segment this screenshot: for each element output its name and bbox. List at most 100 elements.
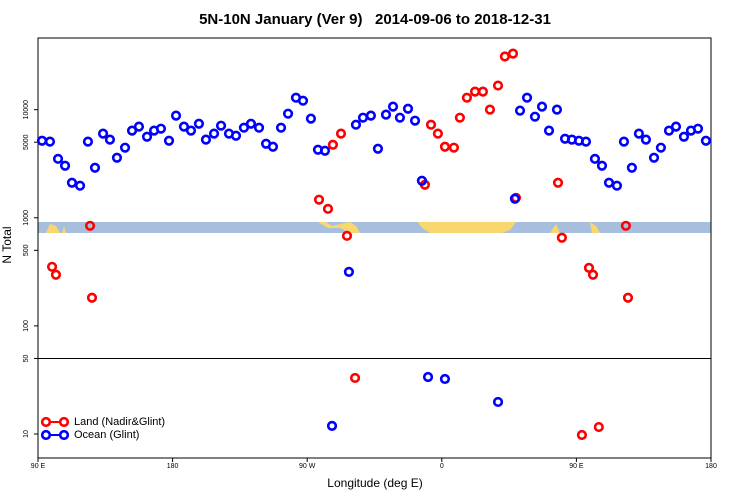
point [365, 110, 377, 121]
point [322, 203, 334, 214]
point [416, 175, 428, 186]
point [380, 109, 392, 120]
x-tick-label: 180 [167, 463, 179, 470]
point [439, 373, 451, 385]
legend-marker [40, 429, 52, 441]
point [275, 122, 287, 133]
y-tick-label: 500 [23, 244, 30, 256]
point [580, 136, 592, 147]
point [343, 266, 355, 277]
point [648, 152, 660, 163]
point [484, 104, 496, 115]
point [327, 139, 339, 150]
x-tick-label: 0 [440, 463, 444, 470]
y-tick-label: 50 [23, 354, 30, 362]
point [514, 105, 526, 116]
point [59, 160, 71, 171]
plot-frame [37, 37, 712, 459]
point [587, 269, 599, 280]
point [611, 180, 623, 191]
legend-label: Ocean (Glint) [74, 429, 139, 441]
x-tick-label: 90 W [299, 463, 316, 470]
point [44, 136, 56, 147]
point [119, 142, 131, 153]
point [640, 134, 652, 145]
point [409, 115, 421, 126]
point [82, 136, 94, 147]
point [556, 232, 567, 243]
point [492, 396, 504, 408]
point [477, 86, 489, 97]
point [350, 119, 362, 130]
point [238, 122, 250, 133]
point [84, 220, 96, 231]
point [200, 134, 212, 145]
point [593, 421, 604, 433]
point [536, 101, 548, 112]
legend-marker [40, 416, 52, 428]
point [267, 141, 279, 152]
x-tick-label: 90 E [569, 463, 584, 470]
point [141, 131, 153, 142]
point [461, 92, 473, 103]
point [670, 121, 682, 132]
point [163, 135, 175, 146]
point [215, 120, 227, 131]
x-tick-label: 180 [705, 463, 717, 470]
point [89, 162, 101, 173]
point [52, 153, 64, 164]
point [633, 128, 645, 139]
point [245, 118, 257, 129]
point [387, 101, 399, 112]
point [492, 80, 504, 91]
point [66, 177, 78, 188]
point [170, 110, 182, 121]
point [509, 193, 521, 204]
y-tick-label: 1000 [23, 210, 30, 226]
point [402, 103, 414, 114]
point [618, 136, 630, 147]
point [422, 371, 434, 383]
y-tick-label: 10 [23, 430, 30, 438]
y-tick-label: 10000 [23, 100, 30, 120]
point [349, 372, 361, 384]
point [319, 145, 331, 156]
y-tick-label: 5000 [23, 134, 30, 150]
point [230, 130, 242, 141]
point [155, 123, 167, 134]
point [133, 121, 145, 132]
point [425, 119, 437, 130]
point [394, 112, 406, 123]
point [74, 180, 86, 191]
point [507, 48, 519, 59]
point [678, 131, 690, 142]
point [596, 160, 608, 171]
legend-label: Land (Nadir&Glint) [74, 416, 165, 428]
point [543, 125, 555, 136]
point [521, 92, 533, 103]
point [97, 128, 109, 139]
x-tick-label: 90 E [31, 463, 46, 470]
point [432, 128, 444, 139]
point [499, 51, 511, 62]
legend-marker [58, 416, 70, 428]
point [622, 292, 634, 303]
point [620, 220, 632, 231]
point [326, 420, 338, 431]
point [193, 118, 205, 129]
legend-marker [58, 429, 70, 441]
point [282, 108, 294, 119]
point [692, 123, 704, 134]
point [185, 125, 197, 136]
point [576, 429, 588, 441]
y-axis-label: N Total [0, 226, 14, 263]
point [341, 230, 353, 241]
point [305, 113, 317, 124]
point [626, 162, 637, 173]
point [297, 95, 309, 106]
point [86, 292, 98, 303]
point [313, 194, 325, 205]
point [551, 104, 563, 115]
